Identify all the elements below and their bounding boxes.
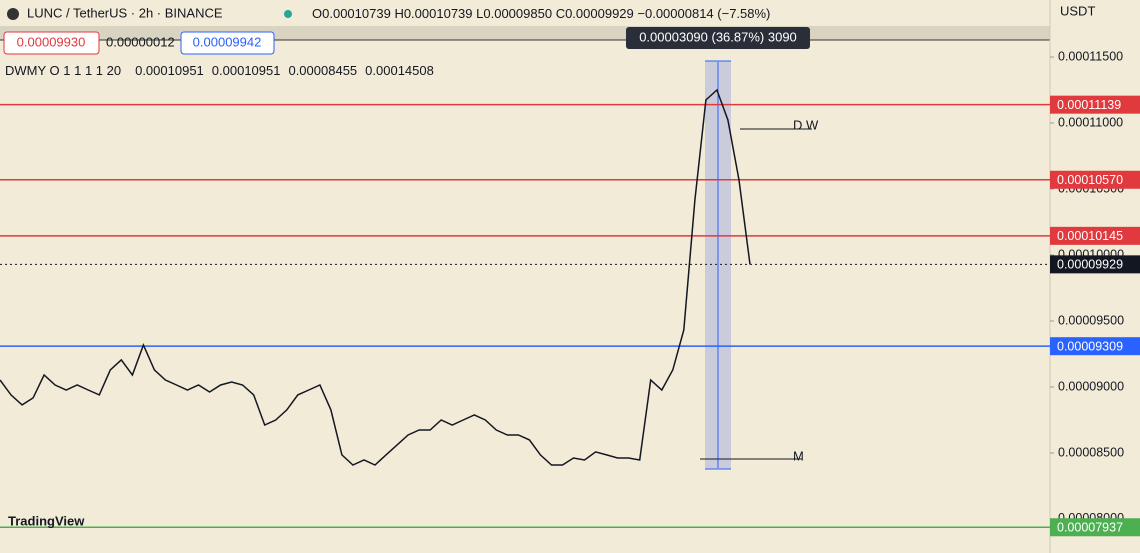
y-tick-label: 0.00009000 xyxy=(1058,379,1124,393)
ohlc: O0.00010739 H0.00010739 L0.00009850 C0.0… xyxy=(312,6,770,21)
h-label: H xyxy=(394,6,403,21)
y-tick-label: 0.00009500 xyxy=(1058,313,1124,327)
o-label: O xyxy=(312,6,322,21)
level-tag xyxy=(1050,95,1140,114)
level-label: 0.00011139 xyxy=(1057,98,1121,112)
measure-tooltip xyxy=(626,27,810,49)
level-label: 0.00010570 xyxy=(1057,173,1123,187)
spread: 0.00000012 xyxy=(106,34,175,49)
sell-price[interactable]: 0.00009930 xyxy=(17,34,86,49)
currency[interactable]: USDT xyxy=(1060,3,1095,18)
level-tag xyxy=(1050,170,1140,189)
l-label: L xyxy=(476,6,483,21)
indicator-value: 0.00008455 xyxy=(288,63,357,78)
indicator-value: 0.00010951 xyxy=(135,63,204,78)
y-tick-label: 0.00011000 xyxy=(1058,115,1123,129)
level-label: 0.00009309 xyxy=(1057,339,1123,353)
level-label: 0.00009929 xyxy=(1057,258,1123,272)
buy-price[interactable]: 0.00009942 xyxy=(193,34,262,49)
dw-label: D W xyxy=(793,117,819,132)
level-tag xyxy=(1050,255,1140,274)
open: 0.00010739 xyxy=(322,6,391,21)
watermark: TradingView xyxy=(8,513,85,528)
status-dot xyxy=(284,10,292,18)
indicator-value: 0.00014508 xyxy=(365,63,434,78)
buy-button[interactable] xyxy=(180,31,275,55)
m-label: M xyxy=(793,448,804,463)
sell-button[interactable] xyxy=(3,31,100,55)
y-tick-label: 0.00011500 xyxy=(1058,49,1123,63)
high: 0.00010739 xyxy=(404,6,473,21)
price-line xyxy=(0,88,751,466)
level-tag xyxy=(1050,226,1140,245)
close: 0.00009929 xyxy=(565,6,634,21)
c-label: C xyxy=(556,6,565,21)
indicator-name: DWMY O 1 1 1 1 20 xyxy=(5,63,121,78)
level-label: 0.00007937 xyxy=(1057,521,1123,535)
symbol-icon xyxy=(7,8,19,20)
level-tag xyxy=(1050,518,1140,537)
y-tick-label: 0.00008500 xyxy=(1058,445,1124,459)
level-label: 0.00010145 xyxy=(1057,229,1123,243)
change: −0.00000814 (−7.58%) xyxy=(637,6,770,21)
level-tag xyxy=(1050,337,1140,356)
indicator-value: 0.00010951 xyxy=(212,63,281,78)
measure-text: 0.00003090 (36.87%) 3090 xyxy=(639,29,797,44)
low: 0.00009850 xyxy=(483,6,552,21)
symbol: LUNC / TetherUS · 2h · BINANCE xyxy=(27,5,223,20)
indicator: DWMY O 1 1 1 1 20 0.00010951 0.00010951 0.0… xyxy=(5,63,434,78)
